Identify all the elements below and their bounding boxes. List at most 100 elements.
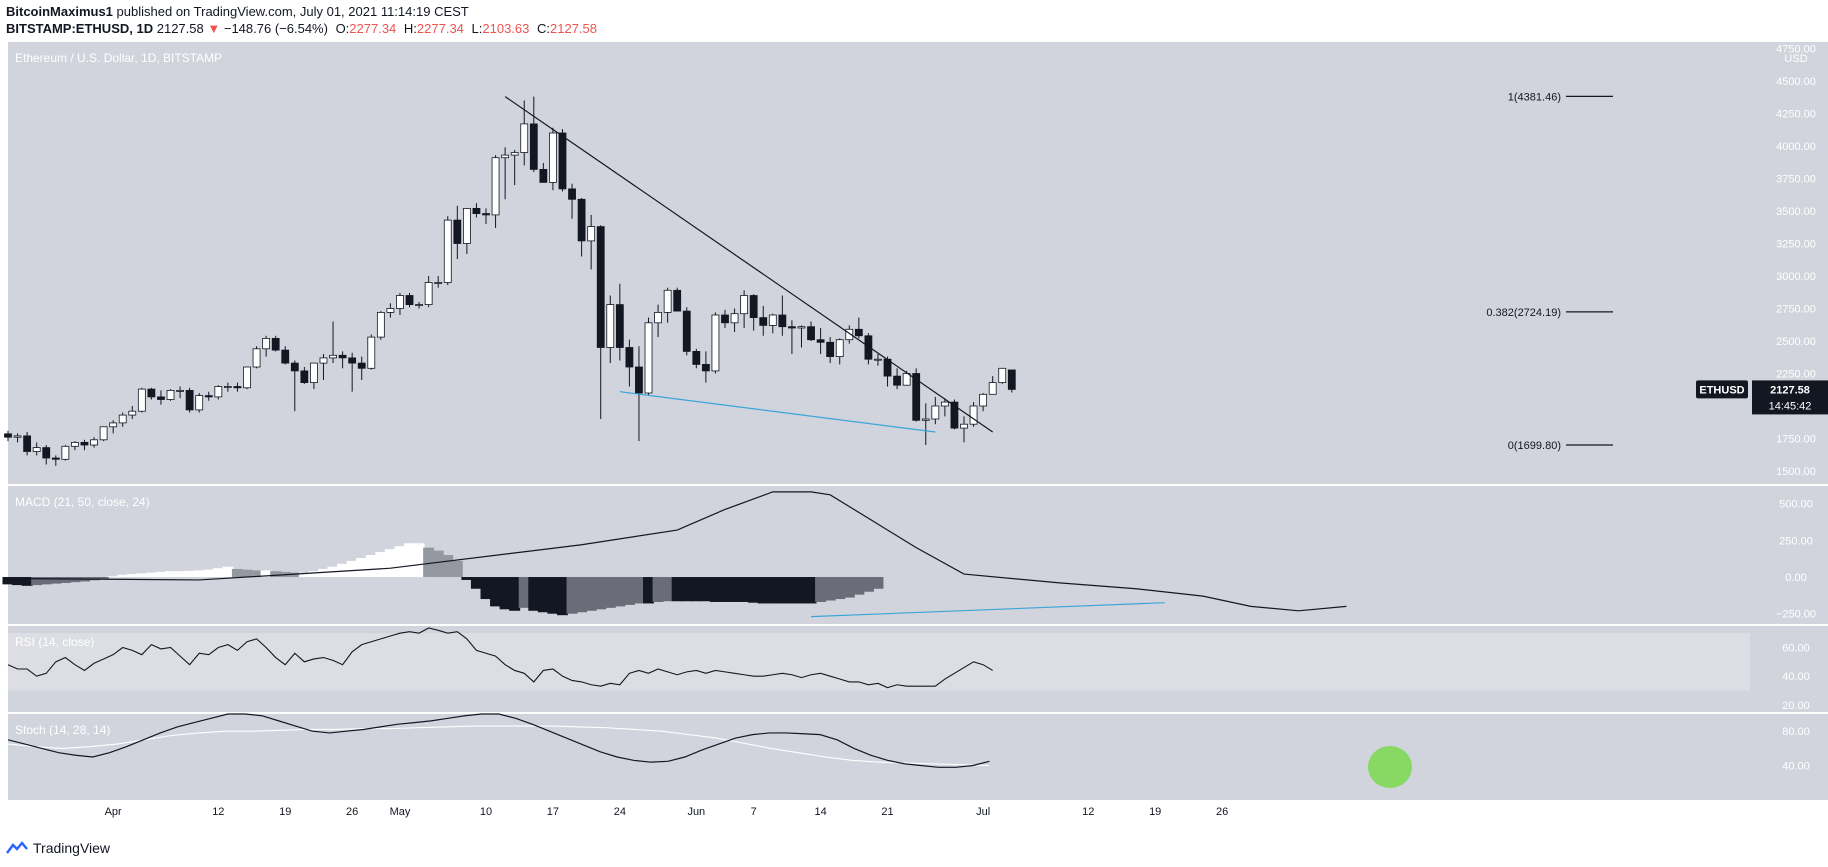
candle-down: [147, 388, 156, 398]
candle-up: [874, 358, 882, 361]
stoch-title: Stoch (14, 28, 14): [15, 723, 110, 737]
candle-up: [329, 354, 337, 359]
macd-histogram-bar: [375, 552, 387, 578]
high-value: 2277.34: [416, 21, 464, 36]
price-badge-value: 2127.58: [1770, 384, 1810, 396]
macd-histogram-bar: [12, 577, 24, 586]
macd-histogram-bar: [633, 577, 645, 604]
macd-histogram-bar: [145, 572, 157, 578]
candle-down: [348, 357, 357, 364]
candle-up: [396, 295, 404, 309]
candle-up: [835, 339, 844, 358]
candle-up: [462, 207, 471, 244]
candle-up: [931, 405, 940, 420]
candle-up: [195, 395, 204, 411]
candle-down: [778, 314, 787, 328]
price-tick: 3500.00: [1776, 206, 1816, 218]
price-tick: 1500.00: [1776, 466, 1816, 478]
macd-histogram-bar: [843, 577, 855, 598]
candle-down: [692, 350, 701, 365]
macd-histogram-bar: [757, 577, 769, 604]
macd-line: [7, 491, 1347, 612]
macd-histogram-bar: [203, 569, 215, 578]
candle-up: [979, 393, 988, 407]
candle-up: [214, 386, 223, 398]
macd-histogram-bar: [776, 577, 788, 604]
open-value: 2277.34: [349, 21, 397, 36]
macd-histogram-bar: [480, 577, 492, 600]
macd-title: MACD (21, 50, close, 24): [15, 495, 150, 509]
ohlc-line: BITSTAMP:ETHUSD, 1D 2127.58 ▼ −148.76 (−…: [6, 21, 597, 36]
candle-down: [157, 396, 165, 400]
candle-up: [730, 313, 739, 324]
candle-up: [386, 308, 395, 313]
candle-down: [682, 310, 691, 352]
candle-up: [797, 326, 806, 329]
candle-up: [998, 367, 1007, 383]
candle-down: [338, 354, 347, 359]
low-value: 2103.63: [482, 21, 530, 36]
publication-line: BitcoinMaximus1 published on TradingView…: [6, 4, 469, 19]
macd-histogram-bar: [662, 577, 674, 602]
macd-histogram-bar: [40, 577, 52, 585]
price-tick: 3750.00: [1776, 174, 1816, 186]
author-name[interactable]: BitcoinMaximus1: [6, 4, 113, 19]
macd-panel-bg: [8, 486, 1750, 624]
macd-histogram-bar: [413, 543, 425, 578]
macd-histogram-bar: [155, 571, 167, 578]
rsi-line: [7, 627, 993, 689]
macd-histogram-bar: [643, 577, 655, 604]
macd-histogram-bar: [260, 570, 272, 578]
last-price: 2127.58: [156, 21, 204, 36]
stoch-k-line: [7, 713, 990, 768]
price-tick: 2250.00: [1776, 369, 1816, 381]
candle-up: [319, 357, 328, 364]
candle-down: [912, 373, 921, 421]
symbol-badge: [1696, 380, 1748, 399]
candle-down: [558, 132, 567, 190]
candle-up: [663, 289, 672, 313]
macd-histogram-bar: [528, 577, 540, 611]
candle-up: [654, 311, 662, 324]
candle-down: [625, 347, 634, 368]
macd-histogram-bar: [834, 577, 846, 600]
candle-up: [960, 423, 968, 429]
candle-down: [357, 362, 366, 369]
candle-up: [606, 304, 615, 348]
candle-down: [673, 289, 682, 312]
candle-down: [453, 219, 462, 244]
footer[interactable]: TradingView: [6, 840, 110, 856]
macd-histogram-bar: [767, 577, 779, 604]
macd-axis-bg: [1750, 486, 1828, 624]
macd-tick: 500.00: [1779, 499, 1813, 511]
support-line: [619, 391, 936, 433]
candle-down: [271, 337, 280, 351]
macd-histogram-bar: [165, 571, 177, 578]
footer-brand: TradingView: [33, 840, 111, 856]
main-title: Ethereum / U.S. Dollar, 1D, BITSTAMP: [15, 51, 222, 65]
x-axis-tick: May: [390, 806, 411, 818]
macd-histogram-bar: [461, 577, 473, 580]
price-badge: [1752, 380, 1828, 415]
low-label: L:: [471, 21, 483, 36]
candle-up: [13, 435, 22, 438]
fib-level-label: 0.382(2724.19): [1486, 307, 1561, 319]
macd-histogram-bar: [184, 570, 196, 578]
macd-histogram-bar: [556, 577, 568, 616]
candle-down: [568, 188, 576, 200]
x-axis-tick: 21: [881, 806, 893, 818]
candle-down: [539, 168, 548, 183]
macd-histogram-bar: [690, 577, 702, 602]
candle-down: [816, 339, 825, 343]
candle-up: [109, 422, 118, 428]
macd-histogram-bar: [308, 571, 320, 578]
candle-up: [367, 336, 376, 369]
candle-up: [549, 132, 557, 183]
macd-histogram-bar: [174, 571, 186, 578]
candle-up: [61, 445, 70, 460]
x-axis-tick: 17: [547, 806, 559, 818]
macd-histogram-bar: [241, 569, 253, 578]
candle-down: [788, 326, 796, 329]
candle-up: [71, 441, 79, 447]
